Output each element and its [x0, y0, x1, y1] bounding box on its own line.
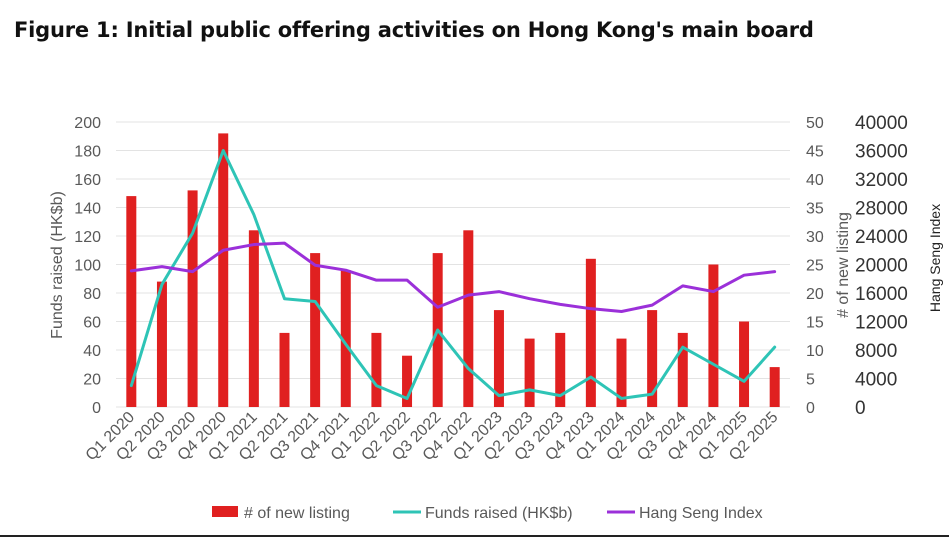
right-axis-1-tick: 15	[806, 315, 824, 332]
bar-new-listing-20	[708, 264, 719, 407]
legend-label: Hang Seng Index	[639, 505, 763, 522]
legend-swatch-new-listing	[212, 506, 238, 517]
right-axis-1-tick: 40	[806, 172, 824, 189]
left-axis-tick: 100	[74, 258, 101, 275]
bottom-divider	[0, 535, 949, 537]
right-axis-2-tick: 16000	[855, 284, 908, 305]
bar-new-listing-1	[126, 196, 137, 407]
bar-new-listing-8	[340, 270, 351, 407]
right-axis-1-tick: 50	[806, 115, 824, 132]
right-axis-2-tick: 0	[855, 398, 866, 419]
right-axis-2-tick: 8000	[855, 341, 897, 362]
left-axis-tick: 20	[83, 372, 101, 389]
right-axis-1-tick: 10	[806, 343, 824, 360]
right-axis-2-tick: 20000	[855, 256, 908, 277]
right-axis-2-tick: 36000	[855, 142, 908, 163]
legend-label: Funds raised (HK$b)	[425, 505, 573, 522]
bar-new-listing-15	[555, 332, 566, 407]
left-axis-tick: 180	[74, 144, 101, 161]
left-axis-tick: 120	[74, 229, 101, 246]
right-axis-1-tick: 25	[806, 258, 824, 275]
bar-new-listing-21	[739, 321, 750, 407]
left-axis-tick: 40	[83, 343, 101, 360]
bar-new-listing-17	[616, 338, 627, 407]
bar-new-listing-14	[524, 338, 535, 407]
bar-new-listing-4	[218, 133, 229, 407]
left-axis-label: Funds raised (HK$b)	[49, 191, 66, 339]
bar-new-listing-10	[402, 355, 413, 407]
legend-label: # of new listing	[244, 505, 350, 522]
bar-new-listing-16	[585, 258, 596, 407]
left-axis-tick: 160	[74, 172, 101, 189]
bar-new-listing-6	[279, 332, 290, 407]
bar-new-listing-19	[677, 332, 688, 407]
bar-new-listing-12	[463, 230, 474, 407]
bar-new-listing-3	[187, 190, 198, 407]
right-axis-2-tick: 32000	[855, 170, 908, 191]
right-axis-2-tick: 28000	[855, 199, 908, 220]
line-funds-raised	[129, 149, 777, 400]
left-axis-tick: 60	[83, 315, 101, 332]
left-axis-tick: 140	[74, 201, 101, 218]
bar-new-listing-18	[647, 310, 658, 407]
right-axis-2-tick: 4000	[855, 370, 897, 391]
left-axis-tick: 200	[74, 115, 101, 132]
right-axis-1-tick: 5	[806, 372, 815, 389]
bar-new-listing-9	[371, 332, 382, 407]
right-axis-1-tick: 35	[806, 201, 824, 218]
bar-new-listing-5	[248, 230, 259, 407]
right-axis-1-tick: 0	[806, 400, 815, 417]
right-axis-2-label: Hang Seng Index	[927, 204, 943, 312]
bar-new-listing-7	[310, 253, 321, 407]
right-axis-1-tick: 20	[806, 286, 824, 303]
left-axis-tick: 80	[83, 286, 101, 303]
right-axis-1-tick: 45	[806, 144, 824, 161]
right-axis-1-tick: 30	[806, 229, 824, 246]
right-axis-2-tick: 12000	[855, 313, 908, 334]
bar-new-listing-13	[493, 310, 504, 407]
right-axis-2-tick: 24000	[855, 227, 908, 248]
left-axis-tick: 0	[92, 400, 101, 417]
page-title: Figure 1: Initial public offering activi…	[14, 18, 814, 42]
right-axis-1-label: # of new listing	[835, 212, 852, 318]
line-hang-seng-index	[129, 241, 777, 314]
right-axis-2-tick: 40000	[855, 113, 908, 134]
bar-new-listing-22	[769, 367, 780, 407]
bar-new-listing-2	[156, 281, 167, 407]
